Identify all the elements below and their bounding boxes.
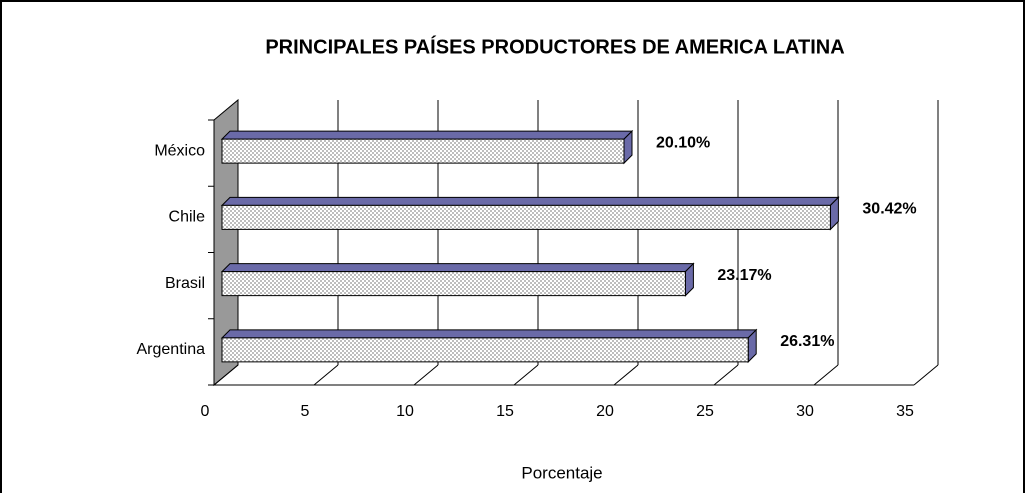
floor-tick — [213, 364, 239, 386]
chart-title: PRINCIPALES PAÍSES PRODUCTORES DE AMERIC… — [265, 35, 844, 58]
y-tick-label: Argentina — [137, 341, 206, 358]
floor-tick — [813, 364, 839, 386]
floor-tick — [713, 364, 739, 386]
x-axis-label: Porcentaje — [521, 463, 602, 482]
bar-top — [220, 263, 695, 273]
y-tick-label: Brasil — [165, 275, 205, 292]
x-tick-label: 0 — [201, 403, 210, 420]
x-tick-label: 25 — [696, 403, 714, 420]
bar — [221, 138, 625, 164]
bar-top — [220, 196, 840, 206]
x-tick-label: 30 — [796, 403, 814, 420]
floor-tick — [513, 364, 539, 386]
x-tick-label: 5 — [301, 403, 310, 420]
bar — [221, 204, 831, 230]
x-tick-label: 10 — [396, 403, 414, 420]
floor-tick — [913, 364, 939, 386]
y-tick-label: México — [154, 142, 205, 159]
y-tick-label: Chile — [169, 209, 206, 226]
bar-top — [220, 130, 634, 140]
floor-tick — [313, 364, 339, 386]
value-label: 26.31% — [780, 333, 834, 350]
x-tick-label: 15 — [496, 403, 514, 420]
bar-top — [220, 329, 758, 339]
x-tick-label: 20 — [596, 403, 614, 420]
value-label: 30.42% — [862, 201, 916, 218]
x-tick-label: 35 — [896, 403, 914, 420]
value-label: 20.10% — [656, 134, 710, 151]
floor-tick — [613, 364, 639, 386]
bar — [221, 337, 749, 363]
bar — [221, 271, 686, 297]
value-label: 23.17% — [717, 267, 771, 284]
floor-tick — [413, 364, 439, 386]
